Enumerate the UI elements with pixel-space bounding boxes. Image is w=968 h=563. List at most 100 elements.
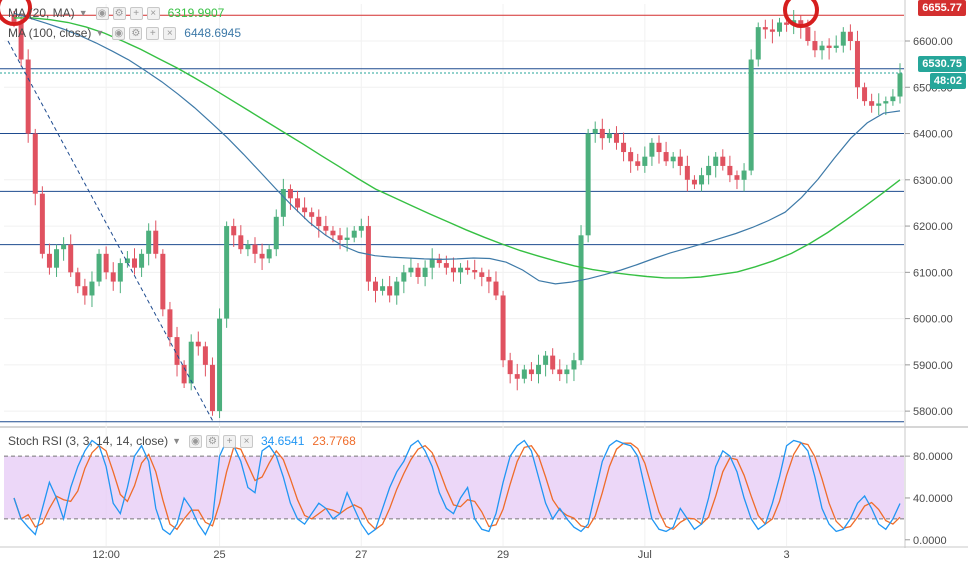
stoch-band — [4, 456, 904, 519]
candle-body — [812, 41, 818, 51]
candle-body — [741, 170, 747, 180]
price-tick-label: 6300.00 — [913, 175, 953, 187]
time-axis: 12:00 25 27 29 Jul 3 — [92, 549, 789, 561]
eye-icon[interactable]: ◉ — [189, 434, 202, 448]
candle-body — [635, 161, 641, 166]
gear-icon[interactable]: ⚙ — [129, 26, 143, 40]
candle-body — [32, 133, 38, 194]
chevron-down-icon[interactable]: ▼ — [172, 436, 181, 446]
candle-body — [585, 133, 591, 236]
candle-body — [557, 369, 563, 375]
candle-body — [521, 369, 527, 379]
ma100-value: 6448.6945 — [184, 26, 242, 40]
candle-body — [231, 226, 237, 236]
candle-body — [734, 175, 740, 180]
legend-ma20[interactable]: MA (20, MA) ▼ ◉ ⚙ + × 6319.9907 — [8, 6, 224, 20]
candle-body — [670, 156, 676, 162]
candle-body — [302, 207, 308, 213]
candle-body — [337, 235, 343, 240]
eye-icon[interactable]: ◉ — [95, 6, 109, 20]
rsi-axis: 0.0000 40.0000 80.0000 — [905, 451, 953, 547]
price-tick-label: 6400.00 — [913, 129, 953, 141]
candle-body — [649, 142, 655, 157]
candle-body — [458, 267, 464, 273]
candle-body — [415, 267, 421, 277]
candle-body — [224, 226, 230, 319]
chevron-down-icon[interactable]: ▼ — [78, 8, 88, 18]
candle-body — [280, 189, 286, 217]
chevron-down-icon[interactable]: ▼ — [95, 28, 105, 38]
price-tick-label: 5900.00 — [913, 360, 953, 372]
ma20-name: MA (20, MA) — [8, 6, 75, 20]
current-price-tag: 6530.75 — [918, 56, 966, 72]
candle-body — [798, 20, 804, 28]
eye-icon[interactable]: ◉ — [112, 26, 126, 40]
candle-body — [769, 29, 775, 32]
candle-body — [139, 253, 145, 268]
candle-body — [465, 267, 471, 271]
ma20-value: 6319.9907 — [167, 6, 225, 20]
candle-body — [805, 27, 811, 42]
candle-body — [748, 59, 754, 171]
price-tick-label: 6100.00 — [913, 267, 953, 279]
candle-body — [330, 230, 336, 236]
candle-body — [18, 22, 24, 60]
candle-body — [876, 103, 882, 106]
gear-icon[interactable]: ⚙ — [206, 434, 219, 448]
price-tick-label: 6600.00 — [913, 36, 953, 48]
candle-body — [606, 133, 612, 139]
candle-body — [755, 27, 761, 60]
candle-body — [699, 175, 705, 185]
trendline[interactable] — [7, 40, 213, 421]
time-tick-label: 27 — [355, 549, 367, 561]
candle-body — [890, 96, 896, 102]
close-icon[interactable]: × — [163, 26, 177, 40]
candle-body — [25, 59, 31, 134]
rsi-tick-label: 40.0000 — [913, 493, 953, 505]
candle-body — [684, 165, 690, 180]
time-tick-label: 12:00 — [92, 549, 120, 561]
price-tick-label: 5800.00 — [913, 406, 953, 418]
ma100-name: MA (100, close) — [8, 26, 92, 40]
rsi-name: Stoch RSI (3, 3, 14, 14, close) — [8, 434, 169, 448]
close-icon[interactable]: × — [240, 434, 253, 448]
candle-body — [153, 230, 159, 254]
legend-stoch-rsi[interactable]: Stoch RSI (3, 3, 14, 14, close) ▼ ◉ ⚙ + … — [8, 434, 356, 448]
candle-body — [869, 101, 875, 106]
candle-body — [507, 360, 513, 375]
candle-body — [238, 235, 244, 250]
close-icon[interactable]: × — [146, 6, 160, 20]
plus-icon[interactable]: + — [129, 6, 143, 20]
candle-body — [578, 235, 584, 361]
candle-body — [536, 364, 542, 375]
plus-icon[interactable]: + — [223, 434, 236, 448]
candle-body — [259, 253, 265, 259]
candle-body — [287, 189, 293, 199]
gear-icon[interactable]: ⚙ — [112, 6, 126, 20]
rsi-tick-label: 0.0000 — [913, 535, 947, 547]
time-tick-label: Jul — [638, 549, 652, 561]
candle-body — [479, 272, 485, 277]
highlight-circle-left — [0, 0, 32, 26]
candle-body — [883, 101, 889, 104]
horizontal-levels — [0, 14, 904, 423]
candle-body — [840, 31, 846, 46]
candle-body — [89, 281, 95, 296]
candle-body — [110, 272, 116, 282]
ma100-line — [13, 12, 901, 285]
candle-body — [131, 258, 137, 268]
plus-icon[interactable]: + — [146, 26, 160, 40]
candle-body — [202, 346, 208, 365]
candle-body — [429, 258, 435, 268]
candle-body — [82, 286, 88, 296]
legend-ma100[interactable]: MA (100, close) ▼ ◉ ⚙ + × 6448.6945 — [8, 26, 241, 40]
candle-body — [862, 87, 868, 102]
candle-body — [245, 244, 251, 250]
candle-body — [316, 216, 322, 227]
candle-body — [514, 374, 520, 379]
candle-body — [897, 73, 903, 97]
price-axis: 5800.00 5900.00 6000.00 6100.00 6200.00 6300.… — [905, 36, 953, 418]
candle-body — [642, 156, 648, 166]
candle-body — [550, 355, 556, 370]
